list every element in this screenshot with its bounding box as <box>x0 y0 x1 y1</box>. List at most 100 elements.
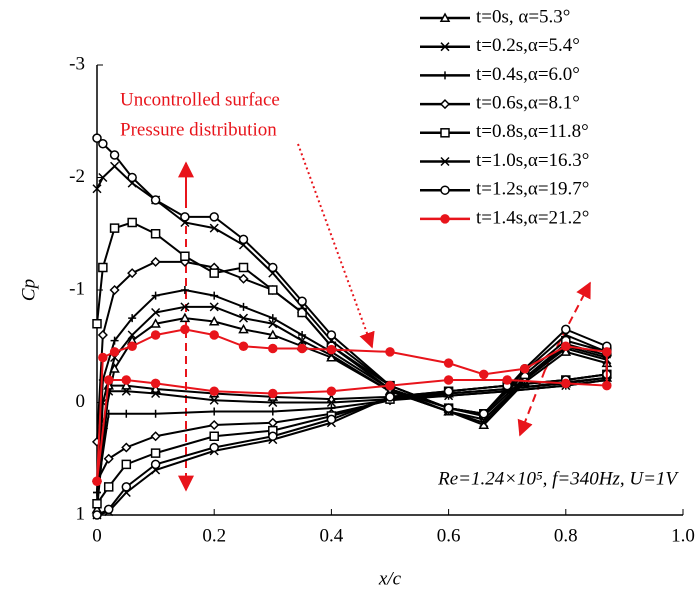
point <box>151 388 161 399</box>
point <box>122 409 131 418</box>
x-tick-label: 0.2 <box>202 525 226 546</box>
point <box>150 383 161 393</box>
point <box>98 139 108 149</box>
point <box>297 343 307 354</box>
point <box>297 336 307 346</box>
point <box>150 448 161 458</box>
point <box>150 256 161 267</box>
point <box>326 414 337 425</box>
point <box>239 302 248 311</box>
point <box>502 375 512 385</box>
legend-marker <box>440 156 450 167</box>
point <box>127 172 137 183</box>
point <box>209 431 219 441</box>
point <box>209 442 219 453</box>
point <box>297 296 307 306</box>
point <box>180 324 190 335</box>
point <box>238 341 249 351</box>
point <box>103 375 114 385</box>
point <box>92 184 102 194</box>
point <box>238 313 249 323</box>
point <box>150 229 161 239</box>
point <box>602 380 612 391</box>
point <box>268 388 278 399</box>
point <box>127 268 138 279</box>
point <box>180 251 190 261</box>
point <box>92 510 102 520</box>
point <box>103 504 114 515</box>
x-tick-label: 0.4 <box>320 525 344 546</box>
legend-marker <box>440 185 450 195</box>
point <box>180 302 190 312</box>
point <box>109 150 120 160</box>
annotation: Uncontrolled surface <box>120 89 280 110</box>
point <box>479 409 489 419</box>
y-tick-label: -3 <box>69 53 85 74</box>
point <box>268 431 278 441</box>
legend-label: t=0s, α=5.3° <box>476 6 570 27</box>
point <box>121 375 132 385</box>
point <box>268 285 278 295</box>
legend-label: t=0.2s,α=5.4° <box>476 35 580 56</box>
point <box>92 133 102 143</box>
point <box>385 380 395 391</box>
point <box>561 378 571 389</box>
x-tick-label: 0.6 <box>437 525 461 546</box>
series <box>92 324 612 486</box>
point <box>180 212 190 222</box>
point <box>267 329 279 339</box>
point <box>98 262 108 273</box>
point <box>121 386 131 396</box>
point <box>298 331 307 339</box>
point <box>110 336 119 345</box>
point <box>267 417 278 428</box>
point <box>561 341 571 351</box>
point <box>98 172 108 183</box>
point <box>561 324 571 335</box>
legend-marker <box>441 71 449 80</box>
point <box>602 347 612 357</box>
point <box>209 419 220 431</box>
point <box>385 347 395 357</box>
point <box>150 318 161 328</box>
legend-marker <box>439 99 451 110</box>
x-tick-label: 0.8 <box>554 525 578 546</box>
point <box>98 352 108 363</box>
point <box>109 284 120 296</box>
x-axis-label: x/c <box>378 568 402 589</box>
point <box>127 330 137 340</box>
point <box>443 403 454 413</box>
annotation: Pressure distribution <box>120 119 277 140</box>
point <box>92 319 102 329</box>
point <box>443 375 454 385</box>
point <box>92 476 102 486</box>
point <box>326 344 337 355</box>
point <box>268 319 278 329</box>
point <box>326 397 336 408</box>
point <box>150 459 161 470</box>
point <box>268 343 278 354</box>
point <box>150 431 161 442</box>
y-tick-label: 1 <box>76 503 86 524</box>
legend-label: t=0.4s,α=6.0° <box>476 64 580 85</box>
point <box>268 407 277 416</box>
point <box>103 453 114 464</box>
point <box>128 314 137 323</box>
point <box>151 291 160 300</box>
point <box>443 358 454 368</box>
point <box>104 409 113 418</box>
point <box>209 330 219 340</box>
point <box>208 315 220 326</box>
point <box>326 330 337 340</box>
point <box>210 291 219 300</box>
point <box>268 397 278 408</box>
point <box>110 161 120 171</box>
point <box>121 459 132 470</box>
point <box>109 347 120 357</box>
point <box>209 268 219 278</box>
point <box>238 273 249 284</box>
point <box>209 212 219 222</box>
legend-label: t=1.2s,α=19.7° <box>476 179 589 200</box>
point <box>385 392 395 402</box>
